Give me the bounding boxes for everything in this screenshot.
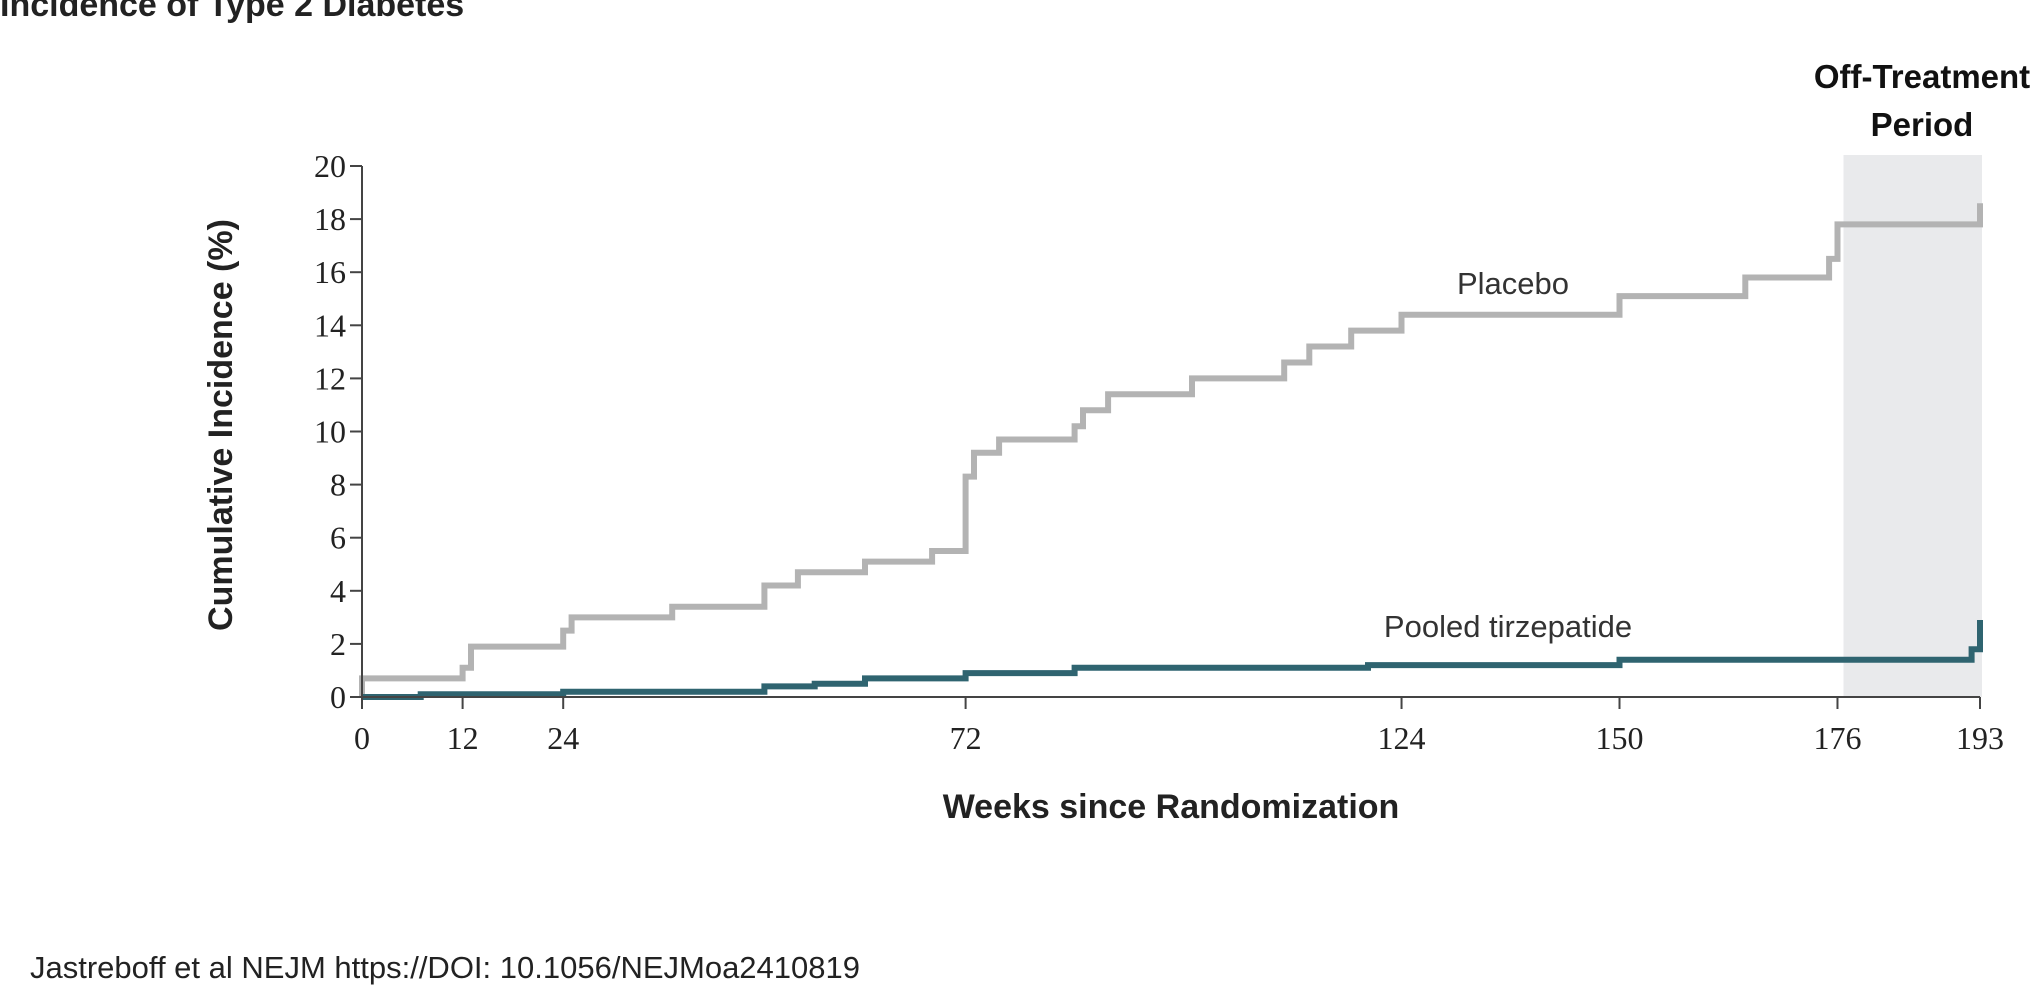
x-axis-title: Weeks since Randomization [943, 788, 1400, 826]
y-tick-label: 2 [330, 626, 346, 662]
y-tick-label: 8 [330, 467, 346, 503]
citation-text: Jastreboff et al NEJM https://DOI: 10.10… [30, 950, 860, 985]
off-treatment-band [1843, 155, 1982, 697]
y-tick-label: 20 [314, 148, 346, 184]
tirzepatide-series-label: Pooled tirzepatide [1384, 609, 1632, 644]
x-tick-label: 193 [1956, 720, 2004, 756]
x-tick-label: 24 [547, 720, 579, 756]
tirzepatide-series-line [362, 620, 1983, 700]
off-treatment-label-line1: Off-Treatment [1814, 58, 2030, 95]
y-tick-label: 14 [314, 307, 346, 343]
y-axis-title: Cumulative Incidence (%) [202, 219, 240, 631]
x-tick-label: 150 [1596, 720, 1644, 756]
x-tick-label: 72 [950, 720, 982, 756]
x-tick-label: 0 [354, 720, 370, 756]
placebo-series-line [359, 203, 1983, 697]
y-tick-label: 6 [330, 520, 346, 556]
y-tick-label: 12 [314, 360, 346, 396]
y-tick-label: 4 [330, 573, 346, 609]
x-tick-label: 12 [447, 720, 479, 756]
y-tick-label: 16 [314, 254, 346, 290]
off-treatment-label-line2: Period [1871, 106, 1974, 143]
x-tick-label: 176 [1813, 720, 1861, 756]
placebo-series-label: Placebo [1457, 266, 1569, 301]
y-tick-label: 10 [314, 414, 346, 450]
chart-title: Incidence of Type 2 Diabetes [0, 0, 465, 24]
y-tick-label: 18 [314, 201, 346, 237]
y-tick-label: 0 [330, 679, 346, 715]
x-tick-label: 124 [1378, 720, 1426, 756]
